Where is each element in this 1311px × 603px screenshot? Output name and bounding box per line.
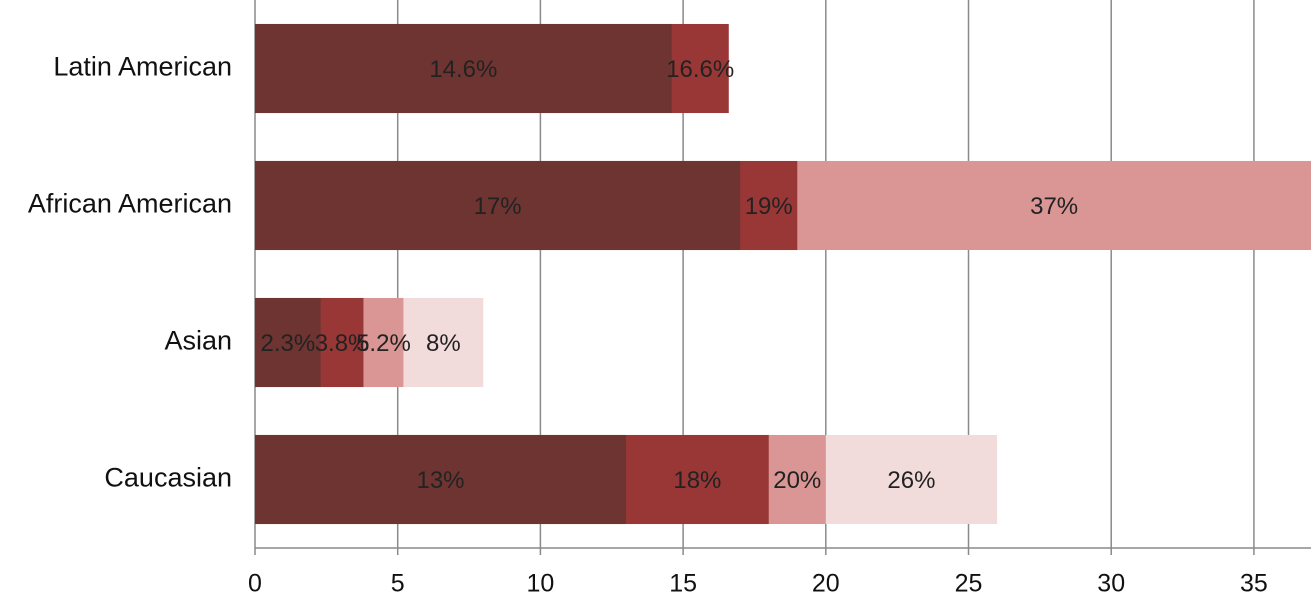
bar — [255, 160, 741, 251]
x-tick-label: 20 — [812, 570, 840, 598]
x-tick-label: 35 — [1240, 570, 1268, 598]
bar — [255, 23, 672, 114]
value-label: 3.8% — [315, 330, 370, 357]
category-label: African American — [28, 189, 232, 219]
bar — [255, 434, 627, 525]
value-label: 5.2% — [356, 330, 411, 357]
value-label: 14.6% — [429, 56, 497, 83]
category-label: Caucasian — [104, 463, 232, 493]
x-tick-label: 25 — [955, 570, 983, 598]
value-label: 19% — [745, 193, 793, 220]
value-label: 8% — [426, 330, 461, 357]
x-tick-label: 10 — [526, 570, 554, 598]
value-label: 26% — [887, 467, 935, 494]
value-label: 20% — [773, 467, 821, 494]
x-tick-label: 15 — [669, 570, 697, 598]
value-label: 2.3% — [260, 330, 315, 357]
value-label: 17% — [474, 193, 522, 220]
value-label: 16.6% — [666, 56, 734, 83]
x-tick-label: 30 — [1097, 570, 1125, 598]
x-tick-label: 0 — [248, 570, 262, 598]
bar — [255, 297, 321, 388]
category-label: Latin American — [53, 52, 232, 82]
category-label: Asian — [164, 326, 232, 356]
value-label: 37% — [1030, 193, 1078, 220]
x-tick-label: 5 — [391, 570, 405, 598]
value-label: 13% — [416, 467, 464, 494]
value-label: 18% — [673, 467, 721, 494]
